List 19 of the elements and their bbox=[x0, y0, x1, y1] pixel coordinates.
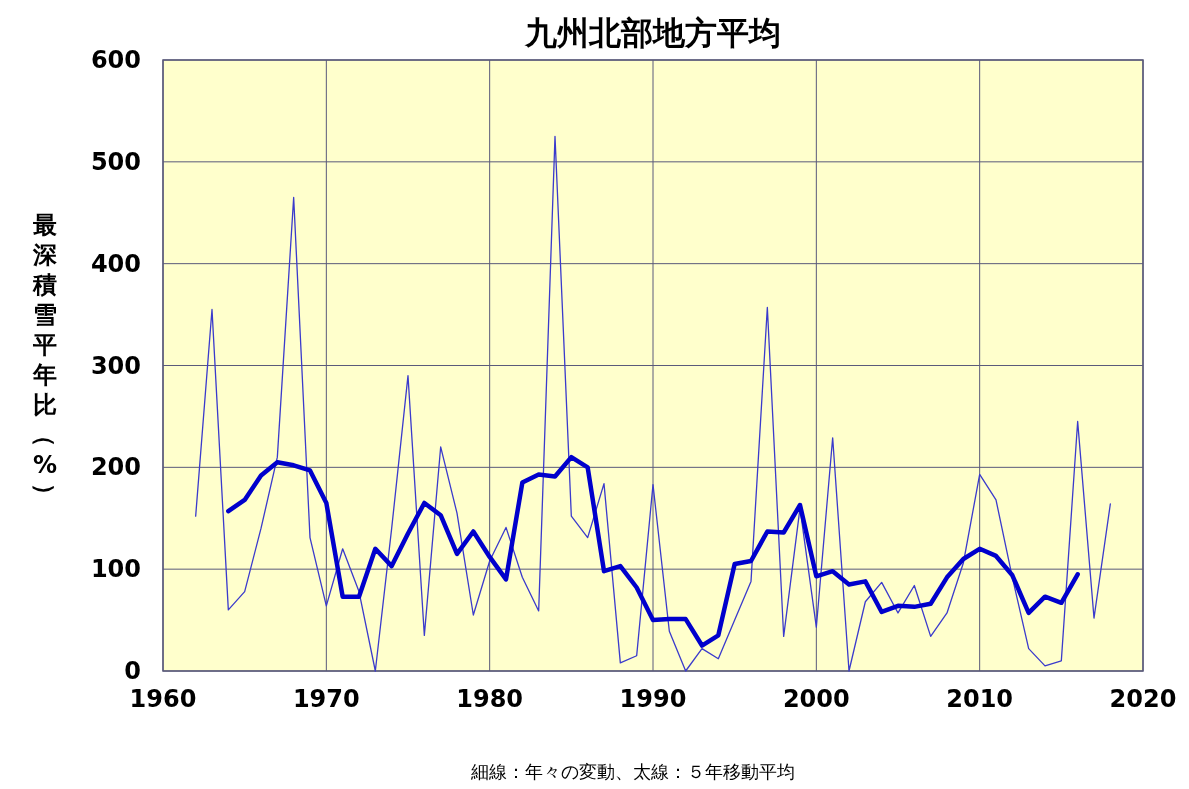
y-tick-label: 600 bbox=[90, 46, 141, 74]
x-tick-label: 1980 bbox=[456, 685, 524, 713]
y-tick-label: 500 bbox=[90, 147, 141, 176]
x-tick-label: 2000 bbox=[782, 685, 850, 713]
y-tick-label: 200 bbox=[90, 453, 141, 482]
x-tick-label: 1960 bbox=[129, 685, 197, 713]
y-tick-label: 300 bbox=[90, 351, 141, 380]
x-tick-label: 1990 bbox=[619, 685, 687, 713]
line-series bbox=[226, 454, 1080, 648]
text: 最深積雪平年比（%） bbox=[31, 211, 59, 507]
x-tick-label: 2010 bbox=[946, 685, 1014, 713]
x-tick-label: 1970 bbox=[292, 685, 360, 713]
line-series bbox=[195, 135, 1111, 672]
x-tick-label: 2020 bbox=[1109, 685, 1177, 713]
y-tick-label: 400 bbox=[90, 249, 141, 278]
text: 細線：年々の変動、太線：５年移動平均 bbox=[470, 761, 795, 782]
chart-title: 九州北部地方平均 bbox=[524, 14, 781, 52]
y-tick-label: 100 bbox=[90, 555, 141, 584]
y-tick-label: 0 bbox=[124, 657, 141, 685]
